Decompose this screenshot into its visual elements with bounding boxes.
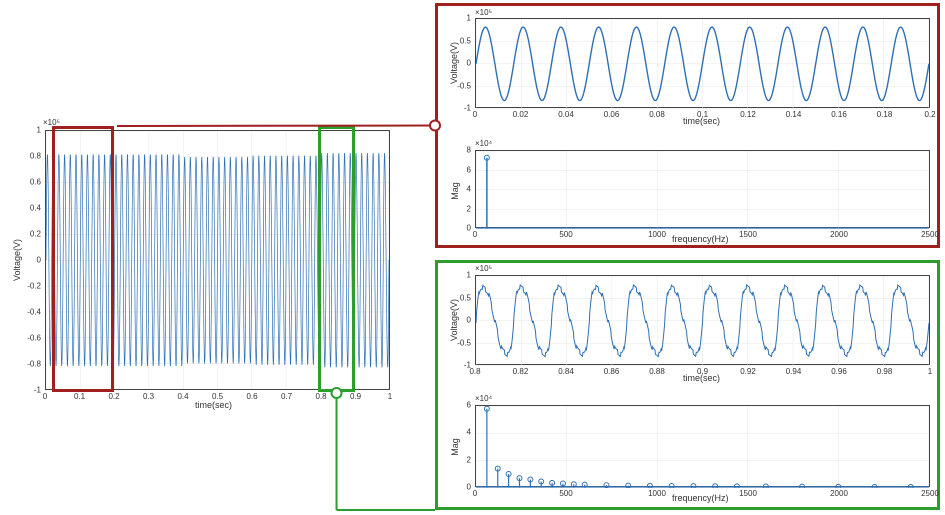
main-chart-xlabel: time(sec): [195, 400, 232, 410]
ytick: 6: [449, 401, 471, 410]
xtick: 0.04: [558, 110, 574, 119]
xtick: 0.88: [649, 367, 665, 376]
ytick: 2: [449, 455, 471, 464]
ytick: -1: [449, 104, 471, 113]
bot-time-chart-exponent: ×10⁵: [475, 264, 492, 273]
ytick: 0: [449, 483, 471, 492]
xtick: 0: [43, 392, 47, 401]
main-red-window-box: [52, 126, 114, 392]
xtick: 0.84: [558, 367, 574, 376]
xtick: 0.4: [177, 392, 188, 401]
xtick: 0.2: [924, 110, 935, 119]
ytick: 4: [449, 428, 471, 437]
ytick: 8: [449, 146, 471, 155]
top-freq-chart: [475, 150, 930, 228]
xtick: 0.14: [786, 110, 802, 119]
xtick: 0.3: [143, 392, 154, 401]
xtick: 0.8: [315, 392, 326, 401]
bot-freq-svg: [476, 406, 929, 488]
ytick: 0.5: [449, 293, 471, 302]
ytick: 2: [449, 204, 471, 213]
bot-freq-xlabel: frequency(Hz): [672, 493, 729, 503]
xtick: 1000: [648, 230, 666, 239]
xtick: 0.6: [246, 392, 257, 401]
ytick: 6: [449, 165, 471, 174]
xtick: 0.9: [350, 392, 361, 401]
xtick: 0.96: [831, 367, 847, 376]
ytick: 0.8: [19, 152, 41, 161]
ytick: 0: [449, 224, 471, 233]
top-time-chart-exponent: ×10⁵: [475, 8, 492, 17]
ytick: 0.6: [19, 178, 41, 187]
bot-time-chart: [475, 275, 930, 365]
xtick: 0.82: [513, 367, 529, 376]
top-time-svg: [476, 19, 929, 109]
xtick: 0.9: [697, 367, 708, 376]
xtick: 1: [388, 392, 392, 401]
xtick: 0.5: [212, 392, 223, 401]
ytick: 0.5: [449, 36, 471, 45]
xtick: 0.1: [697, 110, 708, 119]
xtick: 0.1: [74, 392, 85, 401]
xtick: 0.06: [604, 110, 620, 119]
top-freq-chart-exponent: ×10⁴: [475, 139, 492, 148]
ytick: -1: [449, 361, 471, 370]
main-green-window-box: [318, 126, 356, 392]
bot-freq-chart-exponent: ×10⁴: [475, 394, 492, 403]
bot-freq-ylabel: Mag: [450, 438, 460, 456]
ytick: 0: [449, 316, 471, 325]
ytick: 1: [19, 126, 41, 135]
xtick: 0.86: [604, 367, 620, 376]
xtick: 500: [559, 230, 572, 239]
xtick: 500: [559, 489, 572, 498]
xtick: 2000: [830, 489, 848, 498]
xtick: 0.8: [469, 367, 480, 376]
ytick: -0.8: [19, 360, 41, 369]
ytick: 4: [449, 185, 471, 194]
xtick: 1500: [739, 489, 757, 498]
xtick: 0.02: [513, 110, 529, 119]
xtick: 1500: [739, 230, 757, 239]
ytick: 1: [449, 14, 471, 23]
xtick: 2000: [830, 230, 848, 239]
top-time-chart: [475, 18, 930, 108]
xtick: 0: [473, 489, 477, 498]
ytick: 0.2: [19, 230, 41, 239]
xtick: 0.12: [740, 110, 756, 119]
xtick: 0.18: [877, 110, 893, 119]
ytick: 0: [449, 59, 471, 68]
ytick: -0.2: [19, 282, 41, 291]
xtick: 0.08: [649, 110, 665, 119]
bot-time-svg: [476, 276, 929, 366]
xtick: 0.2: [108, 392, 119, 401]
xtick: 0.98: [877, 367, 893, 376]
xtick: 0.16: [831, 110, 847, 119]
xtick: 0: [473, 230, 477, 239]
top-freq-svg: [476, 151, 929, 229]
ytick: -0.5: [449, 81, 471, 90]
xtick: 1000: [648, 489, 666, 498]
ytick: -1: [19, 386, 41, 395]
ytick: 0.4: [19, 204, 41, 213]
xtick: 0: [473, 110, 477, 119]
xtick: 2500: [921, 230, 939, 239]
ytick: -0.6: [19, 334, 41, 343]
xtick: 2500: [921, 489, 939, 498]
bot-freq-chart: [475, 405, 930, 487]
top-freq-xlabel: frequency(Hz): [672, 234, 729, 244]
xtick: 0.94: [786, 367, 802, 376]
ytick: 0: [19, 256, 41, 265]
ytick: -0.4: [19, 308, 41, 317]
xtick: 0.92: [740, 367, 756, 376]
xtick: 0.7: [281, 392, 292, 401]
ytick: -0.5: [449, 338, 471, 347]
xtick: 1: [928, 367, 932, 376]
ytick: 1: [449, 271, 471, 280]
